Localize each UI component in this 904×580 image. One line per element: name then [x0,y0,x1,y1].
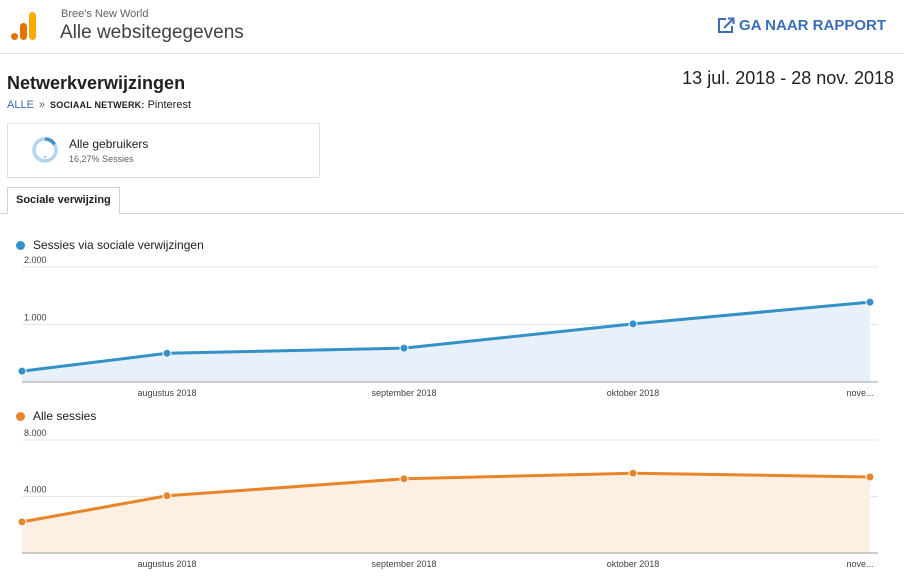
x-tick-label: augustus 2018 [137,559,196,569]
data-point[interactable] [17,366,27,376]
breadcrumb-dimension: SOCIAAL NETWERK: [50,100,145,110]
external-link-icon [718,17,736,33]
tab-sociale-verwijzing[interactable]: Sociale verwijzing [7,187,120,214]
segment-donut-icon [32,137,58,163]
segment-card[interactable]: Alle gebruikers 16,27% Sessies [7,123,320,178]
data-point[interactable] [628,468,638,478]
tab-divider [0,213,904,214]
segment-detail: 16,27% Sessies [69,154,134,164]
analytics-bar-logo-icon [11,12,36,40]
breadcrumb-separator: » [38,99,46,111]
data-point[interactable] [162,491,172,501]
legend-sessions-social: Sessies via sociale verwijzingen [16,238,204,252]
y-tick-label: 2.000 [24,255,47,265]
x-tick-label: oktober 2018 [607,388,660,398]
legend-label-all: Alle sessies [33,409,97,423]
report-header: Bree's New World Alle websitegegevens GA… [0,0,904,54]
data-point[interactable] [399,474,409,484]
x-tick-label: augustus 2018 [137,388,196,398]
date-range[interactable]: 13 jul. 2018 - 28 nov. 2018 [682,68,894,88]
x-tick-label: oktober 2018 [607,559,660,569]
data-point[interactable] [162,348,172,358]
y-tick-label: 1.000 [24,313,47,323]
data-point[interactable] [628,319,638,329]
go-to-report-label: GA NAAR RAPPORT [739,17,886,34]
go-to-report-link[interactable]: GA NAAR RAPPORT [718,17,886,34]
series-area [22,473,870,553]
x-tick-label: nove... [846,388,873,398]
y-tick-label: 4.000 [24,485,47,495]
breadcrumb: ALLE » SOCIAAL NETWERK: Pinterest [7,99,191,111]
legend-all-sessions: Alle sessies [16,409,96,423]
legend-label-social: Sessies via sociale verwijzingen [33,238,204,252]
account-name: Bree's New World [61,8,149,20]
legend-dot-blue [16,240,25,250]
data-point[interactable] [399,343,409,353]
view-name: Alle websitegegevens [60,22,244,43]
y-tick-label: 8.000 [24,428,47,438]
data-point[interactable] [865,472,875,482]
segment-name: Alle gebruikers [69,137,149,151]
breadcrumb-root-link[interactable]: ALLE [7,99,34,111]
x-tick-label: nove... [846,559,873,569]
chart-sessions-social: 2.000 1.000 augustus 2018 september 2018 okt… [17,255,878,398]
breadcrumb-value: Pinterest [147,99,192,111]
legend-dot-orange [16,411,25,421]
chart-all-sessions: 8.000 4.000 augustus 2018 september 2018 okt… [17,428,878,569]
data-point[interactable] [17,517,27,527]
x-tick-label: september 2018 [371,388,436,398]
page-title: Netwerkverwijzingen [7,73,186,93]
data-point[interactable] [865,297,875,307]
x-tick-label: september 2018 [371,559,436,569]
